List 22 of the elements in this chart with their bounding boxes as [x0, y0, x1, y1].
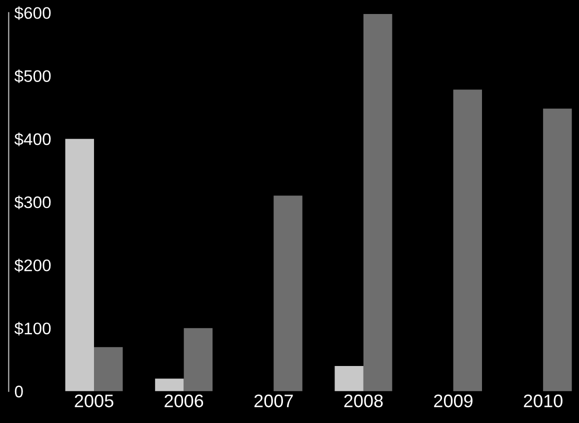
bar [334, 366, 364, 392]
bar [155, 378, 184, 392]
bar [274, 196, 302, 392]
bar [94, 347, 123, 392]
y-tick-label: 0 [14, 386, 23, 398]
bar [543, 108, 572, 392]
y-tick-label: $500 [14, 69, 51, 83]
x-tick-label: 2006 [164, 394, 204, 408]
x-tick-label: 2005 [74, 394, 114, 408]
bar [363, 14, 392, 392]
x-tick-label: 2008 [344, 394, 383, 408]
y-tick-label: $400 [14, 132, 51, 146]
y-tick-label: $100 [14, 322, 51, 336]
bar [184, 328, 213, 392]
x-tick-label: 2010 [524, 394, 562, 408]
bar [65, 138, 94, 392]
y-tick-label: $300 [14, 196, 51, 210]
y-tick-label: $200 [14, 258, 51, 272]
x-tick-label: 2007 [254, 394, 293, 408]
x-tick-label: 2009 [434, 394, 472, 408]
bar [453, 90, 482, 392]
y-tick-label: $600 [14, 6, 51, 20]
